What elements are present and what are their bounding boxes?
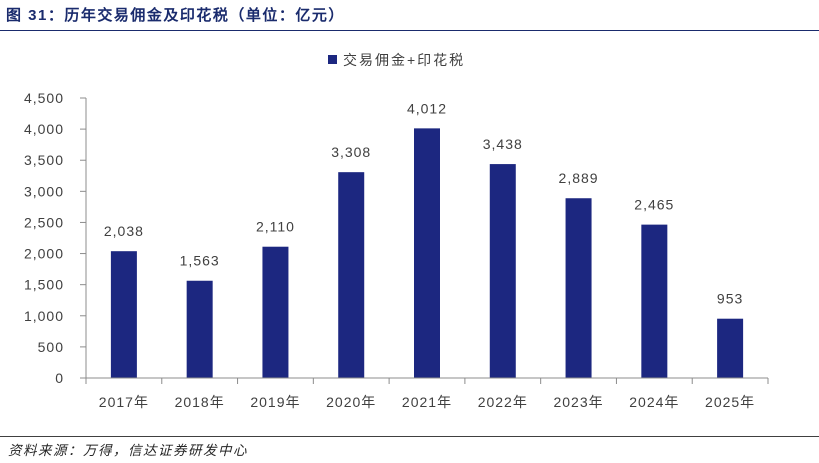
y-tick-label: 0 bbox=[55, 370, 64, 386]
bar-2020 bbox=[338, 172, 365, 378]
value-label-2022: 3,438 bbox=[483, 136, 523, 152]
bar-2018 bbox=[186, 280, 213, 378]
bar-2019 bbox=[262, 246, 289, 378]
value-label-2019: 2,110 bbox=[256, 219, 295, 235]
y-tick-label: 3,500 bbox=[24, 152, 64, 168]
y-tick-label: 500 bbox=[38, 339, 64, 355]
x-tick-label-2017: 2017年 bbox=[99, 394, 149, 410]
y-tick-label: 2,000 bbox=[24, 246, 64, 262]
x-tick-label-2022: 2022年 bbox=[478, 394, 528, 410]
x-tick-label-2020: 2020年 bbox=[326, 394, 376, 410]
y-tick-label: 4,000 bbox=[24, 121, 64, 137]
bar-2023 bbox=[565, 198, 592, 378]
value-label-2017: 2,038 bbox=[104, 223, 144, 239]
x-tick-label-2019: 2019年 bbox=[250, 394, 300, 410]
x-tick-label-2024: 2024年 bbox=[629, 394, 679, 410]
bar-2017 bbox=[110, 251, 137, 378]
x-tick-label-2021: 2021年 bbox=[402, 394, 452, 410]
x-tick-label-2023: 2023年 bbox=[553, 394, 603, 410]
y-tick-label: 1,500 bbox=[24, 277, 64, 293]
figure-title: 图 31：历年交易佣金及印花税（单位：亿元） bbox=[6, 6, 345, 24]
x-tick-label-2018: 2018年 bbox=[175, 394, 225, 410]
value-label-2024: 2,465 bbox=[634, 197, 674, 213]
value-label-2021: 4,012 bbox=[407, 100, 447, 116]
y-tick-label: 2,500 bbox=[24, 214, 64, 230]
value-label-2025: 953 bbox=[717, 291, 743, 307]
source-note: 资料来源：万得，信达证券研发中心 bbox=[8, 443, 248, 458]
y-tick-label: 1,000 bbox=[24, 308, 64, 324]
y-tick-label: 3,000 bbox=[24, 183, 64, 199]
bar-2025 bbox=[717, 318, 744, 378]
value-label-2020: 3,308 bbox=[331, 144, 371, 160]
value-label-2023: 2,889 bbox=[559, 170, 599, 186]
legend-label: 交易佣金+印花税 bbox=[343, 52, 465, 68]
bar-2022 bbox=[489, 164, 516, 378]
legend: 交易佣金+印花税 bbox=[328, 52, 465, 68]
plot-area: 0 500 1,000 1,500 2,000 2,500 3,000 3,500 4,000 4… bbox=[24, 90, 769, 410]
value-label-2018: 1,563 bbox=[180, 253, 220, 269]
x-tick-label-2025: 2025年 bbox=[705, 394, 755, 410]
legend-swatch bbox=[328, 55, 337, 64]
y-tick-label: 4,500 bbox=[24, 90, 64, 106]
bar-2024 bbox=[641, 224, 668, 378]
bar-2021 bbox=[414, 128, 440, 378]
